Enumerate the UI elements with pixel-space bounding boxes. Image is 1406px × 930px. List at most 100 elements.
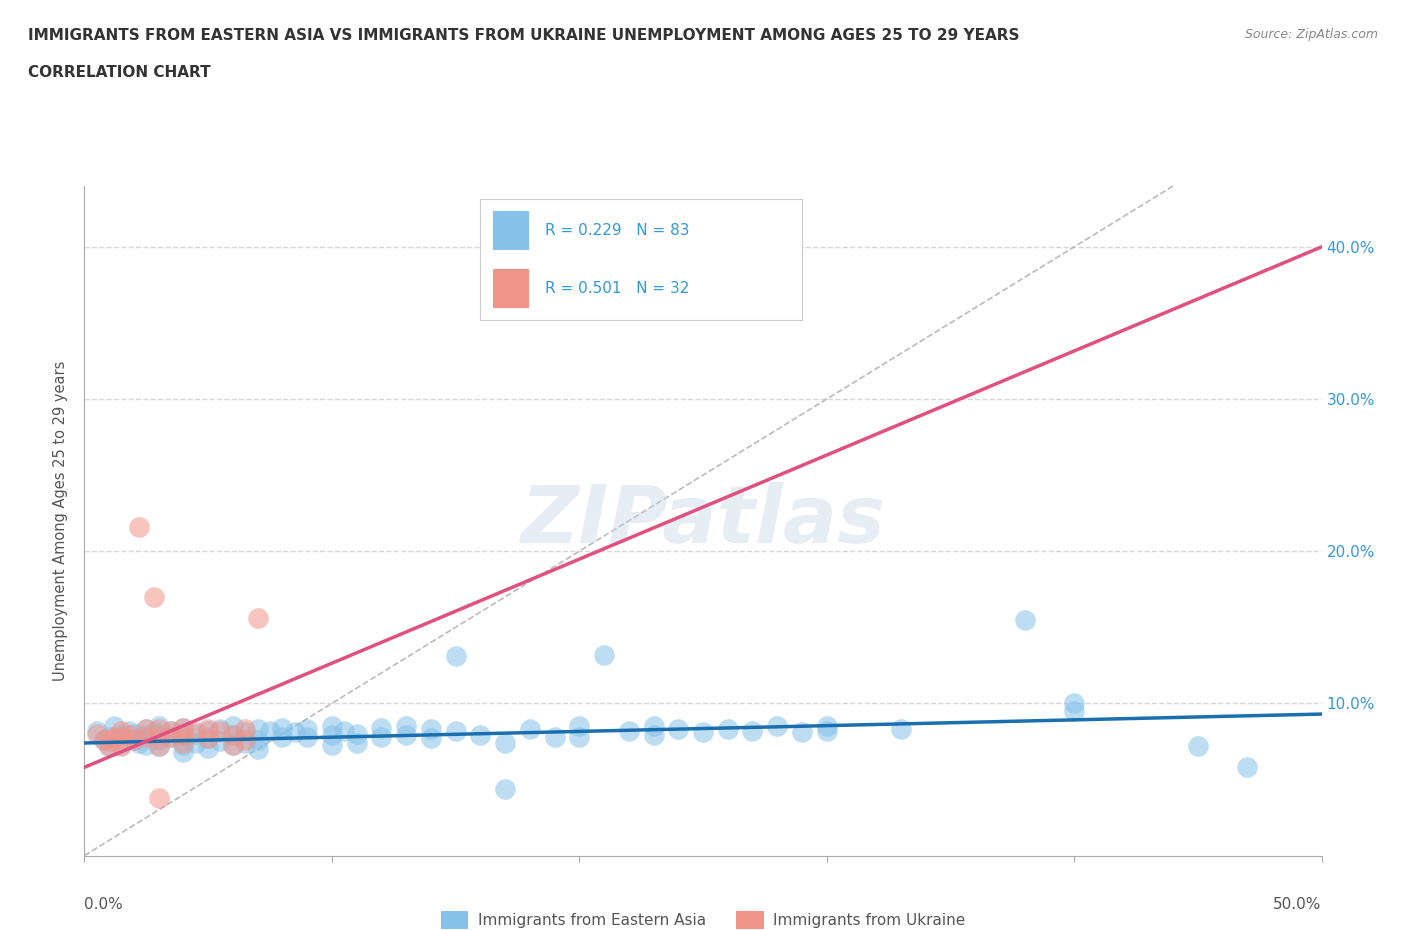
Point bbox=[1014, 612, 1036, 627]
Point bbox=[184, 736, 207, 751]
Point bbox=[233, 722, 256, 737]
Point bbox=[321, 737, 343, 752]
Text: Source: ZipAtlas.com: Source: ZipAtlas.com bbox=[1244, 28, 1378, 41]
Point bbox=[197, 731, 219, 746]
Point bbox=[98, 734, 121, 749]
Point bbox=[233, 724, 256, 739]
Point bbox=[209, 734, 232, 749]
Point bbox=[172, 721, 194, 736]
Text: ZIPatlas: ZIPatlas bbox=[520, 482, 886, 560]
Text: 0.0%: 0.0% bbox=[84, 897, 124, 912]
Point bbox=[110, 738, 132, 753]
Point bbox=[370, 721, 392, 736]
Point bbox=[790, 724, 813, 739]
Point bbox=[184, 724, 207, 739]
Point bbox=[395, 728, 418, 743]
Point bbox=[122, 726, 145, 741]
Point bbox=[135, 728, 157, 743]
Point bbox=[519, 722, 541, 737]
Point bbox=[135, 722, 157, 737]
Point bbox=[246, 611, 269, 626]
Point bbox=[593, 647, 616, 662]
Point bbox=[568, 729, 591, 744]
Point bbox=[98, 738, 121, 753]
Point bbox=[470, 728, 492, 743]
Point bbox=[494, 781, 516, 796]
Point bbox=[86, 726, 108, 741]
Point bbox=[346, 736, 368, 751]
Point bbox=[419, 731, 441, 746]
Point bbox=[233, 736, 256, 751]
Point bbox=[222, 737, 245, 752]
Point bbox=[444, 724, 467, 738]
Point bbox=[890, 722, 912, 737]
Point bbox=[222, 737, 245, 752]
Point bbox=[259, 724, 281, 738]
Point bbox=[1187, 738, 1209, 753]
Point bbox=[246, 733, 269, 748]
Point bbox=[93, 733, 115, 748]
Legend: Immigrants from Eastern Asia, Immigrants from Ukraine: Immigrants from Eastern Asia, Immigrants… bbox=[434, 905, 972, 930]
Point bbox=[321, 719, 343, 734]
Point bbox=[135, 737, 157, 752]
Point bbox=[160, 724, 183, 738]
Point bbox=[172, 728, 194, 743]
Point bbox=[148, 790, 170, 805]
Point bbox=[118, 728, 141, 743]
Point bbox=[172, 721, 194, 736]
Point bbox=[98, 729, 121, 744]
Point bbox=[172, 745, 194, 760]
Point bbox=[395, 719, 418, 734]
Point bbox=[543, 729, 565, 744]
Text: 50.0%: 50.0% bbox=[1274, 897, 1322, 912]
Point bbox=[370, 729, 392, 744]
Point bbox=[643, 728, 665, 743]
Point bbox=[815, 724, 838, 738]
Point bbox=[222, 728, 245, 743]
Point bbox=[135, 722, 157, 737]
Point bbox=[110, 728, 132, 743]
Point bbox=[295, 729, 318, 744]
Point bbox=[222, 719, 245, 734]
Point bbox=[184, 726, 207, 741]
Point bbox=[284, 724, 307, 739]
Point bbox=[110, 737, 132, 752]
Point bbox=[209, 722, 232, 737]
Point bbox=[110, 724, 132, 738]
Point bbox=[98, 738, 121, 753]
Point bbox=[148, 722, 170, 737]
Point bbox=[1063, 704, 1085, 719]
Point bbox=[148, 738, 170, 753]
Point bbox=[643, 719, 665, 734]
Point bbox=[160, 729, 183, 744]
Point bbox=[568, 719, 591, 734]
Point bbox=[128, 736, 150, 751]
Point bbox=[233, 733, 256, 748]
Point bbox=[197, 724, 219, 738]
Point bbox=[148, 729, 170, 744]
Point bbox=[160, 724, 183, 738]
Point bbox=[122, 733, 145, 748]
Point bbox=[135, 729, 157, 744]
Point bbox=[617, 724, 640, 738]
Point bbox=[93, 733, 115, 748]
Point bbox=[172, 728, 194, 743]
Point bbox=[494, 736, 516, 751]
Point bbox=[333, 724, 356, 738]
Point bbox=[766, 719, 789, 734]
Point bbox=[148, 738, 170, 753]
Point bbox=[815, 719, 838, 734]
Point bbox=[222, 728, 245, 743]
Point bbox=[103, 719, 125, 734]
Point bbox=[209, 724, 232, 738]
Point bbox=[666, 722, 689, 737]
Y-axis label: Unemployment Among Ages 25 to 29 years: Unemployment Among Ages 25 to 29 years bbox=[53, 361, 69, 681]
Point bbox=[148, 719, 170, 734]
Point bbox=[271, 729, 294, 744]
Point bbox=[110, 731, 132, 746]
Point bbox=[741, 724, 763, 738]
Point bbox=[692, 724, 714, 739]
Point bbox=[172, 737, 194, 752]
Point bbox=[142, 590, 165, 604]
Point bbox=[86, 724, 108, 738]
